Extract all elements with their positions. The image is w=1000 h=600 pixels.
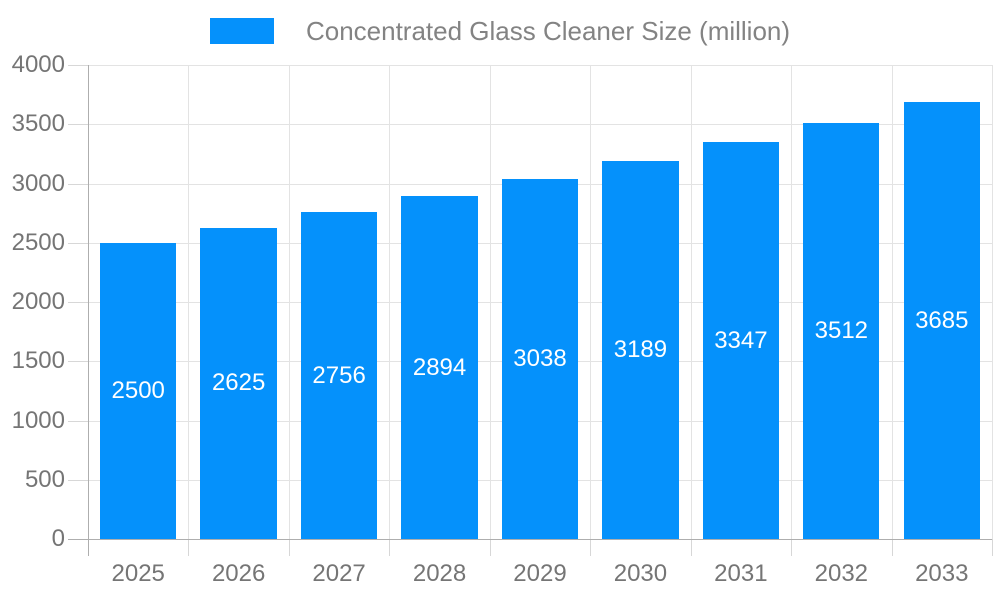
x-axis-tick bbox=[992, 539, 993, 556]
x-tick-label: 2031 bbox=[714, 560, 768, 587]
y-tick-label: 3500 bbox=[11, 110, 65, 138]
y-tick-label: 4000 bbox=[11, 51, 65, 78]
bar: 3347 bbox=[702, 142, 780, 539]
v-gridline bbox=[691, 65, 692, 539]
bar-value-label: 3038 bbox=[513, 344, 567, 372]
y-axis-tick bbox=[68, 124, 88, 126]
bar: 3038 bbox=[501, 178, 579, 539]
y-tick-label: 1500 bbox=[11, 347, 65, 375]
x-tick-label: 2028 bbox=[412, 560, 467, 587]
x-axis-tick bbox=[490, 539, 491, 556]
y-axis-line bbox=[88, 65, 89, 556]
v-gridline bbox=[791, 65, 792, 539]
v-gridline bbox=[590, 65, 591, 539]
bar-value-label: 3347 bbox=[714, 326, 768, 354]
x-axis-tick bbox=[791, 539, 792, 556]
bar-value-label: 3189 bbox=[613, 336, 668, 364]
plot-area: 2500 2625 2756 2894 3038 3189 3347 3512 3685 bbox=[88, 65, 993, 539]
h-gridline bbox=[88, 65, 992, 66]
v-gridline bbox=[389, 65, 390, 539]
bar: 2500 bbox=[100, 242, 177, 539]
bar-value-label: 2894 bbox=[412, 353, 467, 381]
v-gridline bbox=[188, 65, 189, 539]
legend-label: Concentrated Glass Cleaner Size (million… bbox=[305, 16, 791, 46]
h-gridline bbox=[88, 124, 992, 126]
x-tick-label: 2026 bbox=[211, 560, 266, 587]
x-axis-tick bbox=[892, 539, 893, 556]
x-axis-tick bbox=[188, 539, 189, 556]
x-tick-label: 2029 bbox=[513, 560, 567, 587]
y-axis-tick bbox=[68, 420, 88, 422]
y-axis-tick bbox=[68, 65, 88, 66]
x-tick-label: 2032 bbox=[814, 560, 869, 587]
bar: 2894 bbox=[401, 196, 478, 539]
chart-legend: Concentrated Glass Cleaner Size (million… bbox=[0, 14, 1000, 48]
bar: 3189 bbox=[602, 161, 679, 539]
bar: 3685 bbox=[903, 102, 980, 539]
x-tick-label: 2030 bbox=[613, 560, 668, 587]
x-axis-tick bbox=[691, 539, 692, 556]
v-gridline bbox=[992, 65, 993, 539]
bar: 3512 bbox=[803, 122, 880, 539]
v-gridline bbox=[490, 65, 491, 539]
bar-value-label: 2625 bbox=[211, 369, 266, 397]
x-axis-tick bbox=[590, 539, 591, 556]
bar-value-label: 3685 bbox=[915, 306, 969, 334]
y-tick-label: 2000 bbox=[11, 288, 65, 315]
v-gridline bbox=[892, 65, 893, 539]
y-axis-tick bbox=[68, 361, 88, 363]
y-tick-label: 0 bbox=[51, 525, 65, 552]
x-tick-label: 2025 bbox=[111, 560, 165, 587]
y-tick-label: 3000 bbox=[11, 169, 65, 197]
v-gridline bbox=[289, 65, 290, 539]
bar-value-label: 2756 bbox=[312, 361, 366, 389]
bar-value-label: 2500 bbox=[111, 376, 165, 404]
y-axis-tick bbox=[68, 242, 88, 244]
y-axis-tick bbox=[68, 302, 88, 303]
x-axis-line bbox=[68, 539, 992, 540]
x-tick-label: 2033 bbox=[915, 560, 969, 587]
y-axis-tick bbox=[68, 183, 88, 185]
y-axis-tick bbox=[68, 479, 88, 481]
x-axis-tick bbox=[389, 539, 390, 556]
y-tick-label: 500 bbox=[24, 465, 65, 493]
legend-swatch bbox=[209, 18, 274, 44]
y-tick-label: 1000 bbox=[11, 406, 65, 434]
bar: 2756 bbox=[300, 212, 378, 539]
x-tick-label: 2027 bbox=[312, 560, 366, 587]
bar: 2625 bbox=[200, 227, 277, 539]
y-tick-label: 2500 bbox=[11, 228, 65, 256]
bar-value-label: 3512 bbox=[814, 316, 869, 344]
x-axis-tick bbox=[289, 539, 290, 556]
